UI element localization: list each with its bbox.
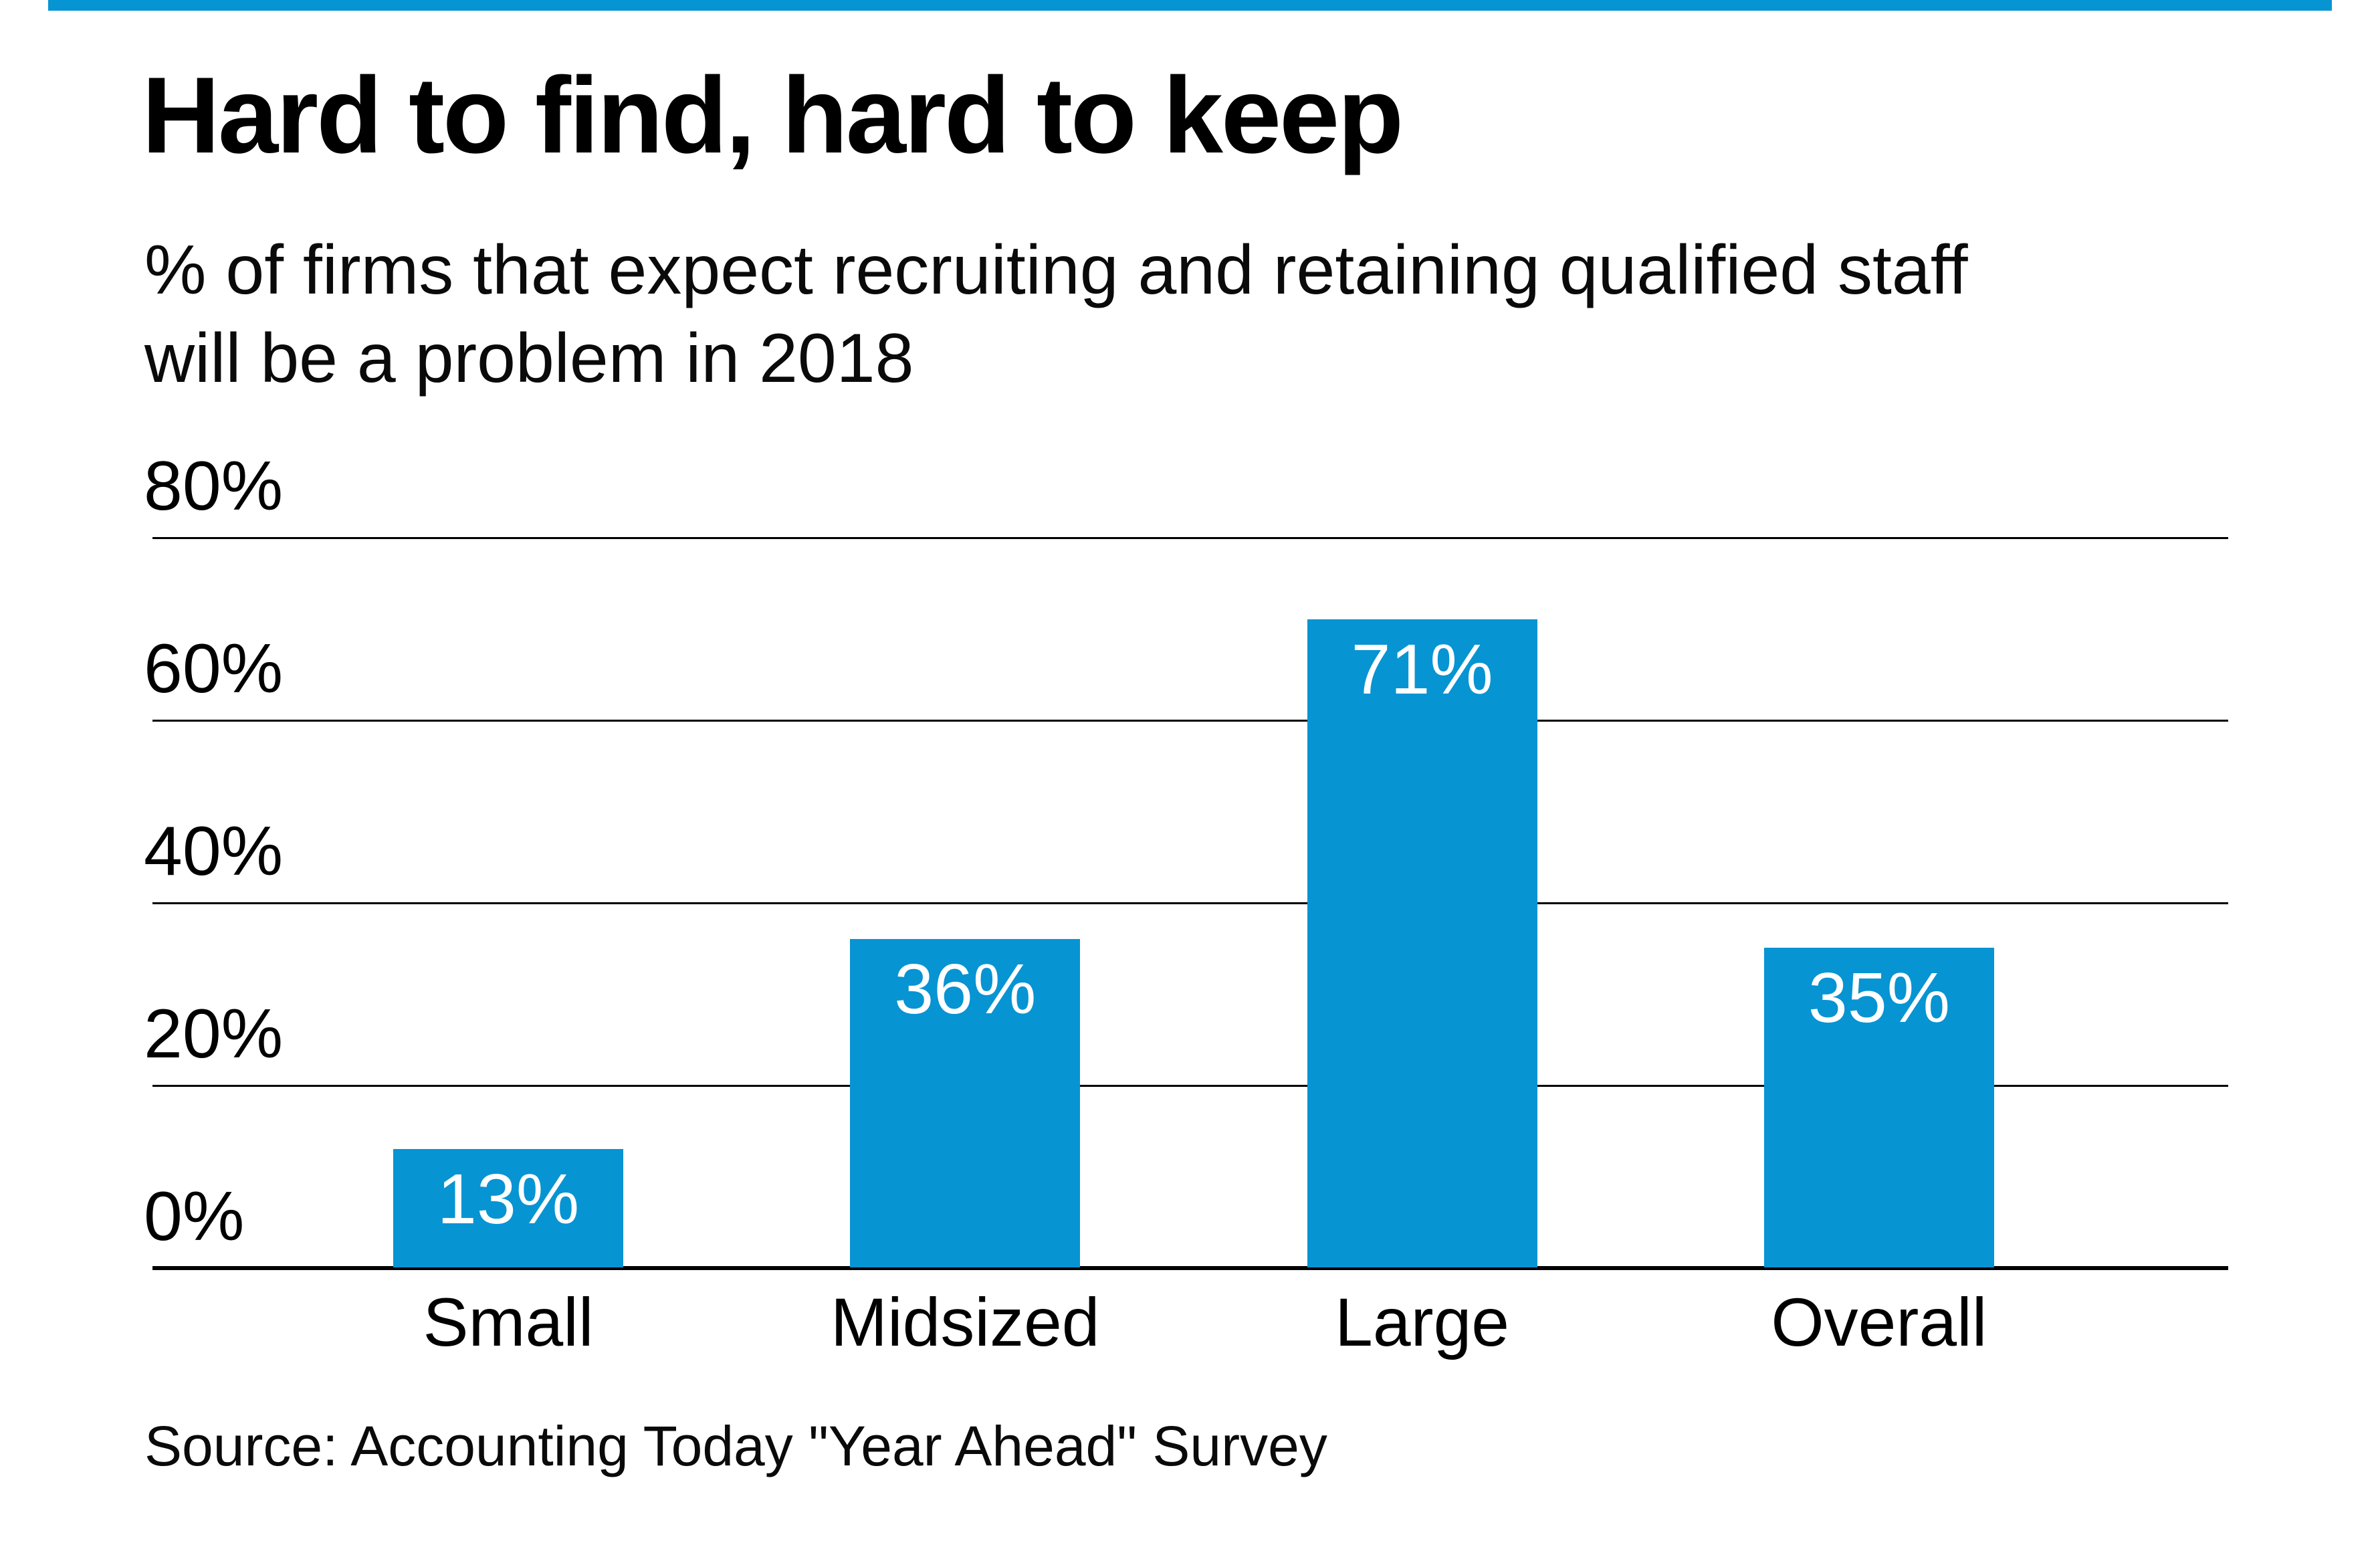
top-accent-bar — [48, 0, 2332, 11]
gridline-60 — [152, 720, 2228, 722]
bar-value-label-overall: 35% — [1808, 958, 1950, 1038]
chart-title: Hard to find, hard to keep — [142, 55, 1404, 176]
bar-large: 71% — [1307, 619, 1537, 1267]
y-tick-label-80: 80% — [144, 447, 284, 525]
bar-value-label-midsized: 36% — [894, 949, 1037, 1029]
y-tick-label-40: 40% — [144, 813, 284, 890]
gridline-80 — [152, 537, 2228, 539]
x-category-label-large: Large — [1335, 1284, 1510, 1360]
gridline-0 — [152, 1266, 2228, 1270]
x-category-label-small: Small — [423, 1284, 594, 1360]
gridline-40 — [152, 902, 2228, 904]
bar-midsized: 36% — [850, 938, 1081, 1267]
y-tick-label-0: 0% — [144, 1178, 245, 1255]
x-category-label-overall: Overall — [1771, 1284, 1987, 1360]
bar-value-label-small: 13% — [437, 1159, 580, 1239]
y-tick-label-20: 20% — [144, 995, 284, 1073]
bar-small: 13% — [393, 1148, 623, 1267]
gridline-20 — [152, 1085, 2228, 1087]
chart-subtitle: % of firms that expect recruiting and re… — [144, 226, 2284, 403]
chart-subtitle-line-1: % of firms that expect recruiting and re… — [144, 231, 1968, 309]
y-tick-label-60: 60% — [144, 630, 284, 708]
bar-overall: 35% — [1763, 948, 1994, 1267]
bar-value-label-large: 71% — [1351, 629, 1493, 709]
chart-subtitle-line-2: will be a problem in 2018 — [144, 320, 914, 398]
x-category-label-midsized: Midsized — [831, 1284, 1100, 1360]
source-note: Source: Accounting Today "Year Ahead" Su… — [144, 1415, 1327, 1477]
